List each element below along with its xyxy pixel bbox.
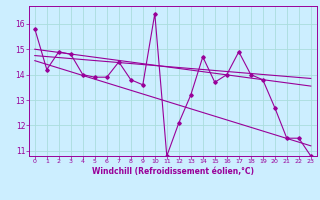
X-axis label: Windchill (Refroidissement éolien,°C): Windchill (Refroidissement éolien,°C) [92, 167, 254, 176]
